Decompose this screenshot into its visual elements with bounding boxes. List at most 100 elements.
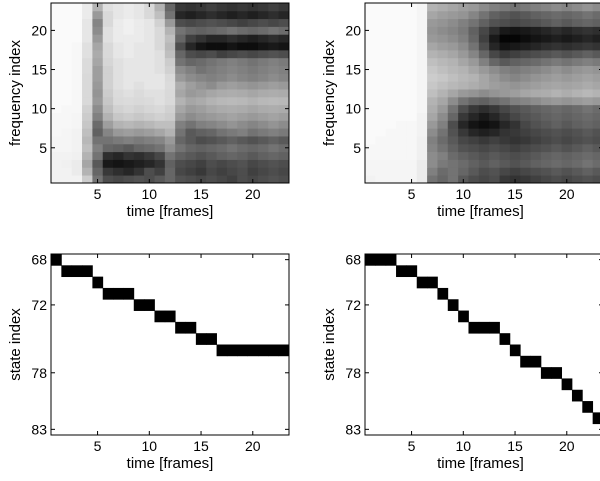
heatmap-cell [206,3,217,12]
heatmap-cell [237,81,249,90]
heatmap-cell [365,151,376,160]
heatmap-cell [82,120,93,129]
heatmap-cell [195,34,207,43]
heatmap-cell [216,89,228,98]
heatmap-cell [520,151,531,160]
heatmap-cell [509,136,521,145]
heatmap-cell [509,10,521,20]
heatmap-cell [216,159,228,168]
heatmap-cell [226,10,238,20]
heatmap-cell [468,42,480,51]
heatmap-cell [416,112,428,121]
heatmap-cell [175,3,186,12]
heatmap-cell [427,112,438,121]
heatmap-cell [113,81,124,90]
heatmap-cell [396,96,407,106]
heatmap-cell [51,128,62,137]
heatmap-cell [61,104,73,113]
heatmap-cell [427,18,438,27]
heatmap-cell [102,104,114,113]
heatmap-cell [216,65,228,74]
heatmap-cell [113,159,124,168]
heatmap-cell [582,10,594,20]
heatmap-cell [551,26,563,35]
heatmap-cell [385,81,397,90]
heatmap-cell [61,81,73,90]
heatmap-cell [216,42,228,51]
heatmap-cell [375,10,387,20]
heatmap-cell [592,81,600,90]
heatmap-cell [102,49,114,59]
heatmap-cell [396,10,407,20]
heatmap-cell [478,159,490,168]
heatmap-cell [206,34,217,43]
path-cell [375,254,387,266]
heatmap-cell [396,167,407,176]
heatmap-cell [175,42,186,51]
heatmap-cell [582,151,594,160]
heatmap-cell [102,112,114,121]
heatmap-cell [71,89,83,98]
heatmap-cell [237,112,249,121]
heatmap-cell [216,128,228,137]
heatmap-cell [123,10,135,20]
heatmap-cell [416,159,428,168]
heatmap-cell [468,104,480,113]
heatmap-cell [216,151,228,160]
heatmap-cell [185,167,197,176]
heatmap-cell [571,143,583,153]
heatmap-cell [489,49,500,59]
heatmap-cell [582,34,594,43]
heatmap-cell [113,18,124,27]
heatmap-cell [520,128,531,137]
heatmap-cell [530,18,542,27]
heatmap-cell [551,112,563,121]
heatmap-cell [468,96,480,106]
heatmap-cell [257,96,269,106]
heatmap-cell [489,3,500,12]
heatmap-cell [154,89,166,98]
heatmap-cell [206,136,217,145]
heatmap-cell [406,120,418,129]
heatmap-cell [540,128,552,137]
heatmap-cell [206,49,217,59]
heatmap-cell [71,34,83,43]
heatmap-cell [489,81,500,90]
heatmap-cell [175,104,186,113]
heatmap-cell [82,42,93,51]
heatmap-cell [92,128,104,137]
heatmap-cell [164,81,176,90]
heatmap-cell [278,26,290,35]
heatmap-cell [51,151,62,160]
heatmap-cell [571,120,583,129]
heatmap-cell [154,49,166,59]
heatmap-cell [365,73,376,82]
heatmap-cell [530,128,542,137]
heatmap-cell [520,175,531,184]
heatmap-cell [102,26,114,35]
heatmap-cell [257,81,269,90]
heatmap-cell [592,3,600,12]
heatmap-cell [268,81,280,90]
heatmap-cell [51,3,62,12]
heatmap-cell [206,104,217,113]
heatmap-cell [458,73,469,82]
heatmap-cell [51,175,62,184]
heatmap-cell [195,73,207,82]
heatmap-cell [561,34,573,43]
heatmap-cell [551,128,563,137]
heatmap-cell [365,120,376,129]
heatmap-cell [278,151,290,160]
path-cell [175,321,186,334]
heatmap-cell [571,104,583,113]
heatmap-cell [154,143,166,153]
heatmap-cell [71,120,83,129]
heatmap-cell [385,167,397,176]
heatmap-cell [447,10,459,20]
heatmap-cell [458,34,469,43]
heatmap-cell [447,167,459,176]
heatmap-cell [154,120,166,129]
heatmap-cell [592,96,600,106]
panel-spectrogram-a: 5 10 15 20 5 10 15 20 time [frames] frequency ind… [7,2,290,220]
heatmap-cell [468,167,480,176]
